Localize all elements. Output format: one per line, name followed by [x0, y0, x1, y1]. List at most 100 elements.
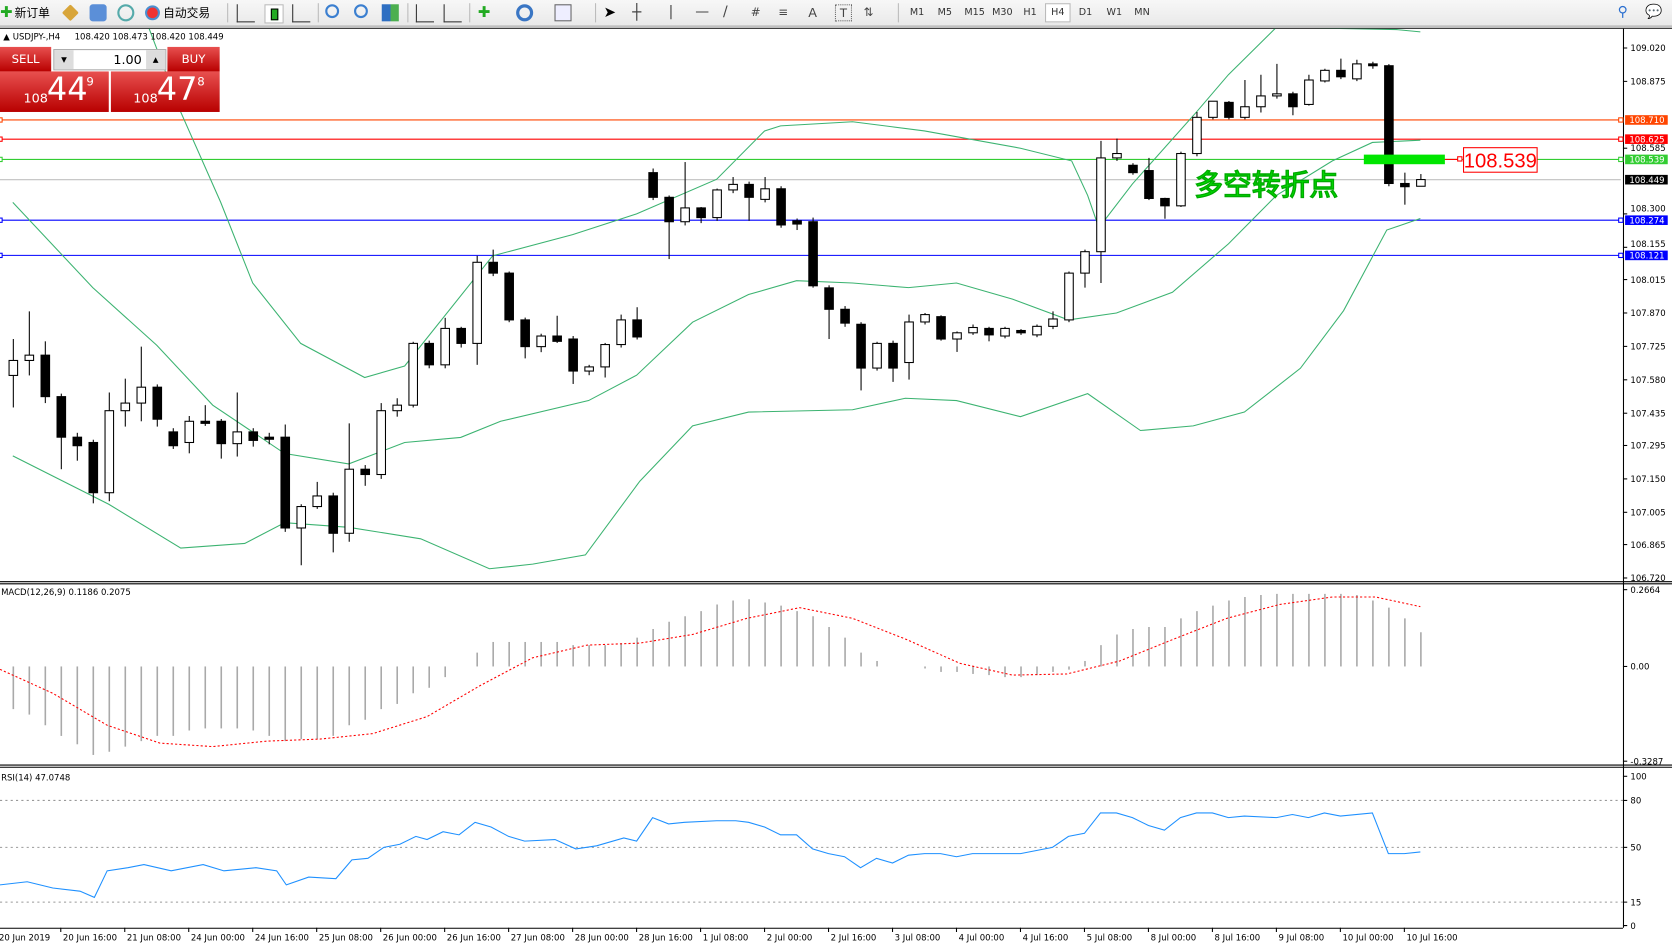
candle-body: [488, 261, 498, 274]
candle-body: [216, 420, 227, 445]
candle-body: [8, 359, 19, 376]
candle-body: [1080, 251, 1090, 274]
navigator-icon[interactable]: [117, 4, 135, 22]
buy-price[interactable]: 108 47 8: [110, 71, 220, 112]
candle: [840, 306, 850, 327]
candle-body: [376, 410, 387, 476]
crosshair-icon[interactable]: ┼: [632, 4, 642, 22]
market-watch-icon[interactable]: [61, 4, 79, 22]
line-handle: [1618, 217, 1624, 223]
fibonacci-icon[interactable]: ≡: [778, 5, 789, 20]
candle-body: [888, 342, 898, 369]
timeframe-d1[interactable]: D1: [1078, 7, 1093, 19]
timeframe-w1[interactable]: W1: [1106, 7, 1123, 19]
chat-icon[interactable]: 💬: [1645, 4, 1663, 21]
auto-trading-button[interactable]: 自动交易: [145, 2, 210, 23]
horizontal-line-icon[interactable]: —: [695, 4, 710, 21]
line-handle: [0, 252, 3, 259]
candle-body: [104, 410, 115, 494]
candle: [792, 218, 802, 231]
new-order-button[interactable]: ✚ 新订单: [0, 2, 50, 23]
zoom-in-icon[interactable]: [325, 4, 340, 19]
periods-icon[interactable]: [516, 4, 534, 22]
bar-chart-icon[interactable]: [236, 4, 255, 23]
timeframe-m30[interactable]: M30: [992, 7, 1013, 19]
candle-body: [1304, 79, 1314, 105]
lot-size-stepper[interactable]: ▼ 1.00 ▲: [53, 49, 167, 71]
search-icon[interactable]: ⚲: [1617, 4, 1628, 21]
candle-body: [1128, 164, 1138, 174]
price-tick-label: 108.585: [1630, 144, 1665, 154]
timeframe-h1[interactable]: H1: [1023, 7, 1037, 19]
candle-body: [1272, 93, 1282, 97]
timeframe-h4[interactable]: H4: [1045, 3, 1071, 23]
chart-header-arrow-icon[interactable]: ▲: [3, 32, 10, 42]
candlestick-chart-icon[interactable]: [264, 4, 284, 24]
candle-body: [264, 436, 275, 440]
text-label-icon[interactable]: T: [834, 4, 852, 22]
indicators-icon[interactable]: ✚: [477, 4, 491, 22]
templates-icon[interactable]: [554, 4, 572, 22]
tile-windows-icon[interactable]: [381, 4, 399, 22]
rsi-tick-label: 15: [1630, 898, 1641, 908]
line-chart-icon[interactable]: [292, 4, 311, 23]
candle-body: [568, 338, 578, 372]
time-label: 10 Jul 16:00: [1406, 934, 1457, 944]
chart-shift-icon[interactable]: [443, 4, 462, 23]
candle: [376, 403, 387, 479]
text-icon[interactable]: A: [808, 5, 818, 21]
price-level-label: 108.274: [1629, 216, 1664, 226]
price-label-box[interactable]: [1463, 147, 1538, 173]
candle: [1336, 58, 1346, 80]
vertical-line-icon[interactable]: |: [668, 4, 674, 21]
candle-body: [1000, 327, 1010, 337]
cursor-icon[interactable]: ➤: [603, 4, 617, 22]
separator: [227, 3, 229, 23]
time-label: 5 Jul 08:00: [1087, 934, 1133, 944]
time-label: 27 Jun 08:00: [511, 934, 565, 944]
candle-body: [696, 207, 706, 219]
candle-body: [328, 495, 339, 534]
candle: [888, 340, 898, 382]
buy-label: BUY: [181, 52, 206, 67]
arrows-icon[interactable]: ⇅: [863, 5, 874, 20]
auto-scroll-icon[interactable]: [415, 4, 434, 23]
lot-increase-button[interactable]: ▲: [146, 50, 166, 70]
candle: [184, 415, 195, 454]
candle-body: [72, 436, 83, 447]
candle-body: [1208, 100, 1218, 118]
time-label: 8 Jul 16:00: [1215, 934, 1261, 944]
lot-size-input[interactable]: 1.00: [113, 52, 142, 68]
separator: [469, 3, 471, 23]
zoom-out-icon[interactable]: [354, 4, 368, 19]
equidistant-channel-icon[interactable]: #: [750, 5, 761, 20]
sell-button[interactable]: SELL: [0, 46, 52, 72]
timeframe-mn[interactable]: MN: [1134, 7, 1150, 19]
price-tick-label: 108.875: [1630, 78, 1665, 88]
candle-body: [936, 316, 946, 340]
candle-body: [1256, 95, 1266, 108]
candle: [680, 162, 690, 226]
trendline-icon[interactable]: /: [722, 4, 728, 21]
candle-body: [232, 431, 243, 445]
candle: [1272, 63, 1282, 99]
timeframe-m15[interactable]: M15: [964, 7, 985, 19]
candle: [1080, 249, 1090, 288]
turning-point-marker[interactable]: [1363, 154, 1445, 165]
candle-body: [536, 335, 546, 348]
candle: [1160, 197, 1170, 219]
sell-label: SELL: [11, 52, 40, 67]
sell-price[interactable]: 108 44 9: [0, 71, 109, 112]
price-level-badge: [1625, 250, 1668, 261]
timeframe-m5[interactable]: M5: [937, 7, 952, 19]
timeframe-m1[interactable]: M1: [909, 7, 925, 19]
buy-button[interactable]: BUY: [167, 46, 220, 72]
data-window-icon[interactable]: [89, 4, 107, 22]
candle-body: [24, 354, 35, 361]
time-label: 1 Jul 08:00: [703, 934, 749, 944]
sell-price-pips: 44: [46, 71, 88, 109]
lot-decrease-button[interactable]: ▼: [54, 50, 74, 70]
rsi-tick-label: 100: [1630, 772, 1646, 782]
chart-window[interactable]: 108.539 多空转折点 109.020 108.875 108.585 108.3…: [0, 27, 1672, 945]
turning-point-annotation[interactable]: 多空转折点: [1194, 168, 1339, 202]
